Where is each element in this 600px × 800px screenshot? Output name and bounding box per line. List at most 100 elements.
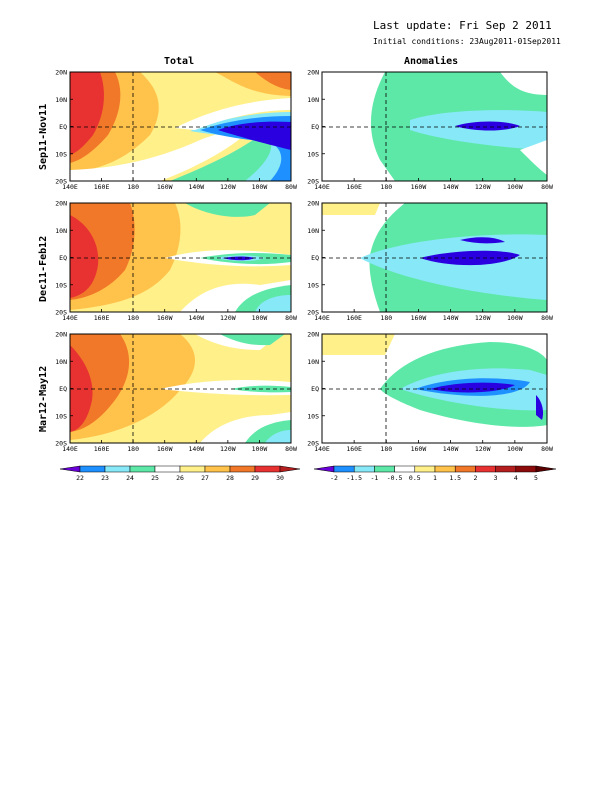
legend-color-swatch (394, 465, 416, 473)
lon-tick-label: 140W (443, 183, 459, 191)
legend-level-label: -0.5 (387, 474, 403, 482)
lat-tick-label: 20N (55, 69, 67, 77)
legend-color-swatch (333, 465, 355, 473)
lat-tick-label: 10N (307, 358, 319, 366)
lat-tick-label: 20S (55, 178, 67, 186)
legend-level-label: 23 (101, 474, 109, 482)
lon-tick-label: 180 (380, 445, 392, 453)
lon-tick-label: 180 (380, 314, 392, 322)
legend-color-swatch (434, 465, 456, 473)
last-update-text: Last update: Fri Sep 2 2011 (373, 19, 552, 32)
legend-level-label: 1.5 (449, 474, 461, 482)
lat-tick-label: 20S (307, 440, 319, 448)
lon-tick-label: 160W (157, 445, 173, 453)
lon-tick-label: 120W (475, 445, 491, 453)
lon-tick-label: 160W (157, 314, 173, 322)
lon-tick-label: 120W (220, 314, 236, 322)
panel-anom-row3 (321, 333, 548, 444)
legend-color-swatch (254, 465, 281, 473)
lat-tick-label: 20N (307, 200, 319, 208)
lat-tick-label: 20N (55, 200, 67, 208)
lon-tick-label: 160E (346, 314, 362, 322)
lat-tick-label: 20S (307, 309, 319, 317)
legend-color-swatch (179, 465, 206, 473)
lon-tick-label: 140E (62, 183, 78, 191)
lon-tick-label: 140W (443, 314, 459, 322)
lat-tick-label: EQ (59, 385, 67, 393)
axis-labels: 140E 160E 180 160W 140W 120W 100W 80W 20N 10N EQ 10… (55, 69, 553, 454)
lat-tick-label: 10N (55, 96, 67, 104)
legend-level-label: 4 (514, 474, 518, 482)
lat-tick-label: 10S (307, 412, 319, 420)
lat-tick-label: 10S (55, 281, 67, 289)
lat-tick-label: 20S (55, 309, 67, 317)
lat-tick-label: 10S (55, 412, 67, 420)
lon-tick-label: 80W (285, 314, 297, 322)
lon-tick-label: 180 (380, 183, 392, 191)
lat-tick-label: 20S (307, 178, 319, 186)
lat-tick-label: 10N (307, 227, 319, 235)
legend-level-label: -2 (330, 474, 338, 482)
legend-color-swatch (475, 465, 496, 473)
lon-tick-label: 80W (541, 183, 553, 191)
legend-color-swatch (279, 465, 301, 473)
lon-tick-label: 100W (507, 314, 523, 322)
legend-level-label: 25 (151, 474, 159, 482)
lon-tick-label: 120W (220, 183, 236, 191)
lon-tick-label: 140E (314, 183, 330, 191)
legend-level-label: 3 (494, 474, 498, 482)
legend-color-swatch (535, 465, 557, 473)
legend-color-swatch (353, 465, 375, 473)
lon-tick-label: 140E (62, 314, 78, 322)
legend-color-swatch (414, 465, 436, 473)
legend-color-swatch (59, 465, 81, 473)
panel-total-row2 (69, 202, 292, 313)
lon-tick-label: 140E (62, 445, 78, 453)
lat-tick-label: 20S (55, 440, 67, 448)
lon-tick-label: 120W (475, 183, 491, 191)
lat-tick-label: 10S (55, 150, 67, 158)
legend-anomalies: -2 -1.5 -1 -0.5 0.5 1 1.5 2 3 4 5 (313, 465, 557, 482)
lon-tick-label: 140E (314, 314, 330, 322)
legend-level-label: 30 (276, 474, 284, 482)
legend-level-label: -1 (370, 474, 378, 482)
lon-tick-label: 160E (94, 183, 110, 191)
lon-tick-label: 180 (127, 445, 139, 453)
legend-level-label: 27 (201, 474, 209, 482)
panel-anom-row1 (321, 71, 548, 182)
legend-level-label: 24 (126, 474, 134, 482)
lon-tick-label: 160W (411, 445, 427, 453)
legend-color-swatch (204, 465, 231, 473)
lat-tick-label: 10N (55, 358, 67, 366)
legend-total: 22 23 24 25 26 27 28 29 30 (59, 465, 301, 482)
lon-tick-label: 160W (411, 314, 427, 322)
legend-color-swatch (154, 465, 181, 473)
lat-tick-label: 10N (55, 227, 67, 235)
legend-color-swatch (374, 465, 395, 473)
legend-level-label: 2 (473, 474, 477, 482)
lon-tick-label: 100W (252, 183, 268, 191)
legend-level-label: -1.5 (346, 474, 362, 482)
lon-tick-label: 160E (346, 445, 362, 453)
column-title-anomalies: Anomalies (404, 56, 459, 67)
lon-tick-label: 160E (346, 183, 362, 191)
panel-total-row1 (69, 71, 292, 182)
lon-tick-label: 120W (220, 445, 236, 453)
legend-color-swatch (79, 465, 106, 473)
lon-tick-label: 100W (507, 445, 523, 453)
legend-level-label: 1 (433, 474, 437, 482)
legend-color-swatch (104, 465, 131, 473)
panel-total-row3 (69, 333, 292, 444)
lon-tick-label: 140W (443, 445, 459, 453)
lon-tick-label: 100W (252, 314, 268, 322)
lon-tick-label: 180 (127, 314, 139, 322)
legend-color-swatch (515, 465, 537, 473)
lon-tick-label: 160W (411, 183, 427, 191)
legend-level-label: 29 (251, 474, 259, 482)
lat-tick-label: 20N (307, 69, 319, 77)
lat-tick-label: 20N (307, 331, 319, 339)
lon-tick-label: 160W (157, 183, 173, 191)
lon-tick-label: 160E (94, 445, 110, 453)
lon-tick-label: 140E (314, 445, 330, 453)
lat-tick-label: EQ (311, 123, 319, 131)
